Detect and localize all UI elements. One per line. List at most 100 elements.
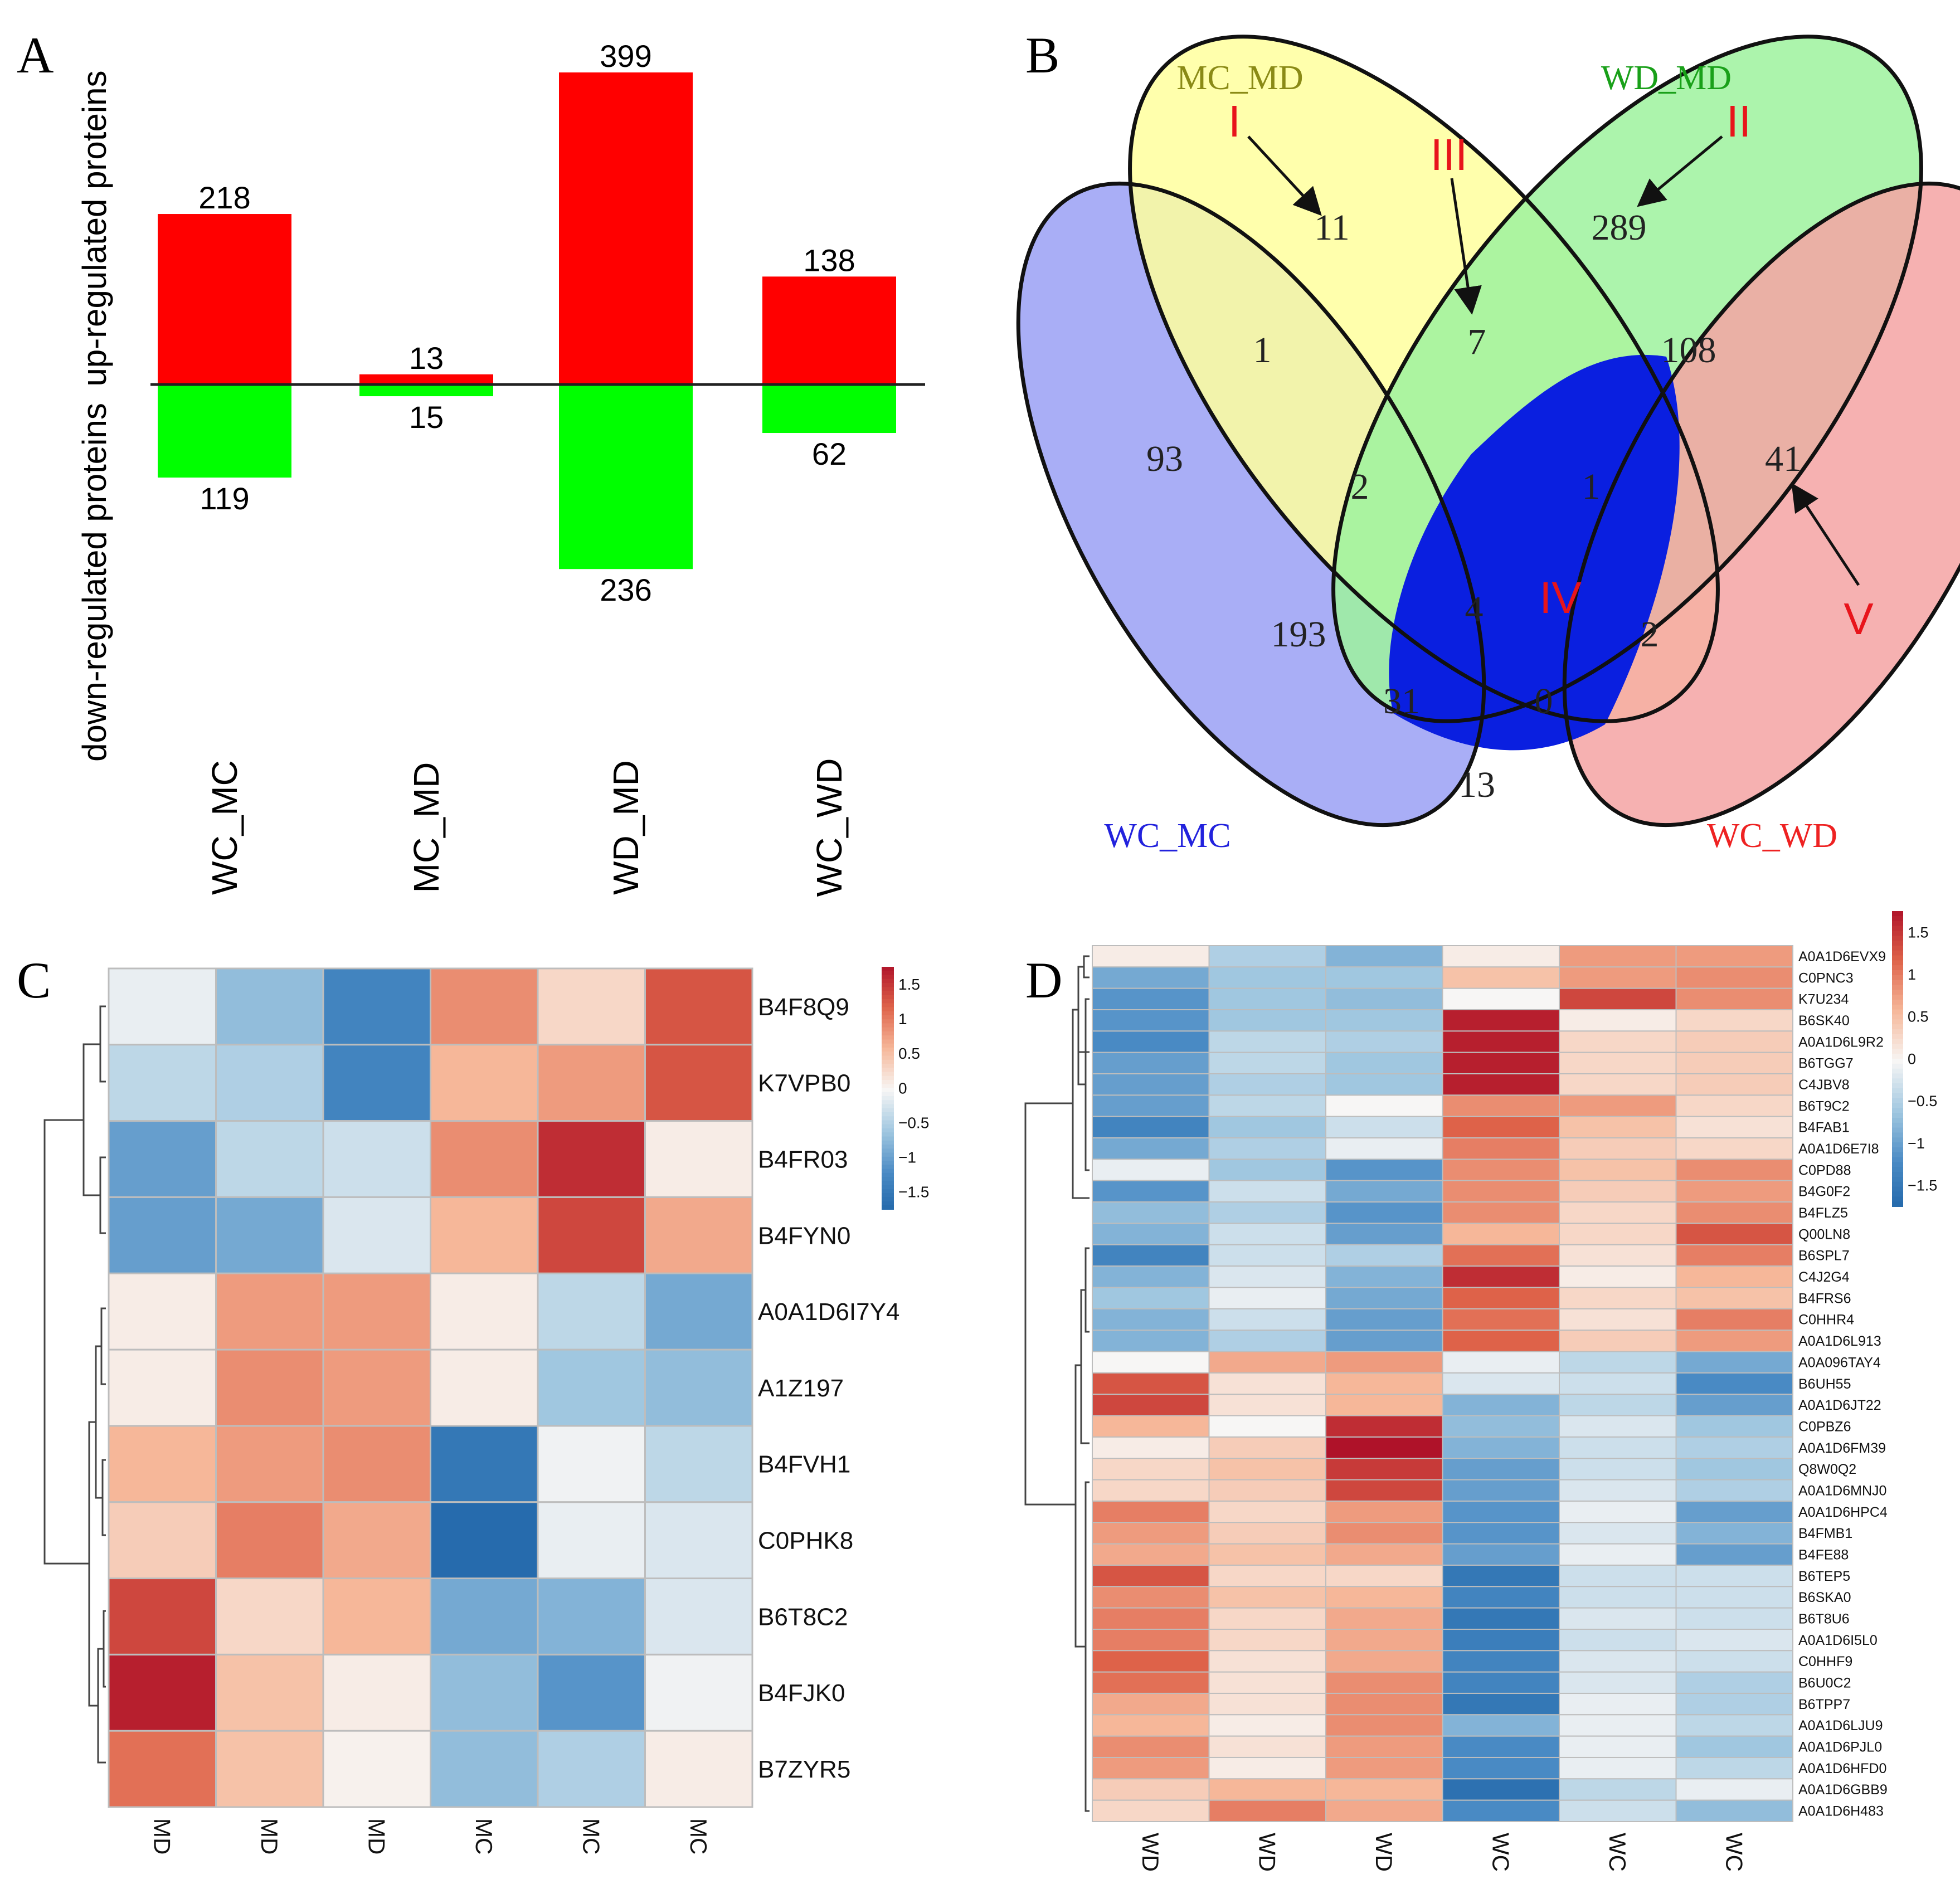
dendrogram-branch <box>82 1043 100 1196</box>
heatmap-cell <box>1325 1650 1443 1673</box>
legend-tick-label: 1 <box>1908 966 1916 983</box>
heatmap-cell <box>1442 1351 1560 1374</box>
heatmap-cell <box>1442 1201 1560 1224</box>
bar-chart-bars: 218 119 13 15 399 236 138 62 <box>158 38 896 607</box>
heatmap-cell <box>1092 1564 1210 1588</box>
heatmap-cell <box>1675 1287 1793 1309</box>
heatmap-row-label: A0A096TAY4 <box>1798 1355 1881 1370</box>
heatmap-cell <box>1442 1692 1560 1716</box>
heatmap-cell <box>1559 1799 1677 1822</box>
legend-gradient-step <box>1892 911 1903 917</box>
heatmap-cell <box>1442 1009 1560 1032</box>
legend-gradient-step <box>1892 1014 1903 1020</box>
legend-gradient-step <box>882 1048 894 1053</box>
heatmap-column-label: MC <box>578 1818 605 1854</box>
bar-up <box>762 276 896 384</box>
heatmap-cell <box>215 1120 324 1198</box>
legend-gradient-step <box>1892 1142 1903 1148</box>
annotation-iii: III <box>1431 130 1468 179</box>
heatmap-row-label: B6TEP5 <box>1798 1569 1850 1584</box>
legend-gradient-step <box>1892 1083 1903 1089</box>
heatmap-cell <box>1208 1051 1326 1075</box>
legend-tick-label: −0.5 <box>898 1114 929 1131</box>
bar-up-value: 13 <box>409 340 444 376</box>
venn-region-value: 289 <box>1592 207 1647 248</box>
dendrogram-branch <box>1084 998 1090 1171</box>
legend-gradient-step <box>882 1140 894 1145</box>
legend-gradient-step <box>1892 1073 1903 1079</box>
legend-tick-label: −1.5 <box>1908 1177 1937 1194</box>
heatmap-cell <box>1442 1458 1560 1481</box>
heatmap-cell <box>1092 1051 1210 1075</box>
legend-gradient-step <box>1892 1049 1903 1055</box>
venn-set-label-wc-mc: WC_MC <box>1104 817 1231 855</box>
heatmap-row-label: A0A1D6GBB9 <box>1798 1782 1888 1798</box>
legend-gradient-step <box>1892 1098 1903 1104</box>
legend-gradient-step <box>1892 1000 1903 1005</box>
heatmap-cell <box>1559 1116 1677 1139</box>
heatmap-c-cells <box>108 967 753 1808</box>
heatmap-cell <box>1442 1244 1560 1267</box>
legend-gradient-step <box>1892 1093 1903 1099</box>
heatmap-cell <box>1442 1180 1560 1203</box>
heatmap-cell <box>1442 1051 1560 1075</box>
heatmap-cell <box>1675 1394 1793 1416</box>
heatmap-cell <box>1559 1500 1677 1523</box>
heatmap-cell <box>1675 1351 1793 1374</box>
annotation-v: V <box>1844 594 1874 644</box>
heatmap-d-dendrogram <box>1024 955 1090 1812</box>
legend-gradient-step <box>882 1108 894 1113</box>
heatmap-cell <box>1325 1094 1443 1117</box>
legend-gradient-step <box>882 1072 894 1077</box>
legend-gradient-step <box>882 1011 894 1016</box>
heatmap-cell <box>430 1653 539 1732</box>
heatmap-cell <box>1675 1778 1793 1801</box>
heatmap-cell <box>1442 987 1560 1011</box>
heatmap-row-label: A0A1D6H483 <box>1798 1804 1884 1819</box>
heatmap-cell <box>1559 1244 1677 1267</box>
heatmap-cell <box>1208 1436 1326 1459</box>
heatmap-cell <box>1675 1479 1793 1502</box>
heatmap-row-label: B6SKA0 <box>1798 1590 1851 1605</box>
heatmap-cell <box>1208 1458 1326 1481</box>
venn-region-value: 41 <box>1765 439 1802 479</box>
heatmap-cell <box>1208 1650 1326 1673</box>
heatmap-cell <box>1092 1458 1210 1481</box>
heatmap-row-label: A0A1D6L913 <box>1798 1333 1881 1349</box>
heatmap-row-label: A0A1D6JT22 <box>1798 1398 1881 1413</box>
bar-down <box>158 384 291 478</box>
heatmap-row-label: C0PHK8 <box>758 1527 853 1555</box>
heatmap-cell <box>1675 1116 1793 1139</box>
heatmap-cell <box>1208 1201 1326 1224</box>
heatmap-cell <box>1325 1116 1443 1139</box>
heatmap-cell <box>1092 1714 1210 1737</box>
legend-gradient-step <box>1892 1108 1903 1114</box>
heatmap-cell <box>322 967 431 1046</box>
legend-gradient-step <box>882 1148 894 1153</box>
heatmap-cell <box>1675 1436 1793 1459</box>
heatmap-row-label: B6TGG7 <box>1798 1056 1854 1072</box>
heatmap-row-label: K7VPB0 <box>758 1070 850 1097</box>
legend-gradient-step <box>1892 1186 1903 1192</box>
legend-gradient-step <box>1892 1152 1903 1158</box>
heatmap-row-label: A0A1D6FM39 <box>1798 1440 1886 1456</box>
heatmap-cell <box>1092 1756 1210 1780</box>
venn-set-wd-md-outline <box>1331 35 1923 723</box>
heatmap-cell <box>1675 1372 1793 1395</box>
heatmap-cell <box>1675 966 1793 989</box>
heatmap-cell <box>1442 1372 1560 1395</box>
heatmap-cell <box>1208 987 1326 1011</box>
legend-gradient-step <box>1892 945 1903 951</box>
heatmap-cell <box>1559 1607 1677 1630</box>
venn-set-label-wc-wd: WC_WD <box>1707 817 1837 855</box>
heatmap-cell <box>1559 1543 1677 1566</box>
heatmap-cell <box>1092 1650 1210 1673</box>
legend-gradient-step <box>882 1088 894 1093</box>
heatmap-cell <box>1442 1137 1560 1160</box>
heatmap-column-label: MD <box>149 1818 176 1854</box>
legend-gradient-step <box>882 1092 894 1097</box>
heatmap-cell <box>1559 1308 1677 1331</box>
legend-gradient-step <box>882 975 894 980</box>
legend-gradient-step <box>1892 1157 1903 1163</box>
heatmap-cell <box>1442 1479 1560 1502</box>
